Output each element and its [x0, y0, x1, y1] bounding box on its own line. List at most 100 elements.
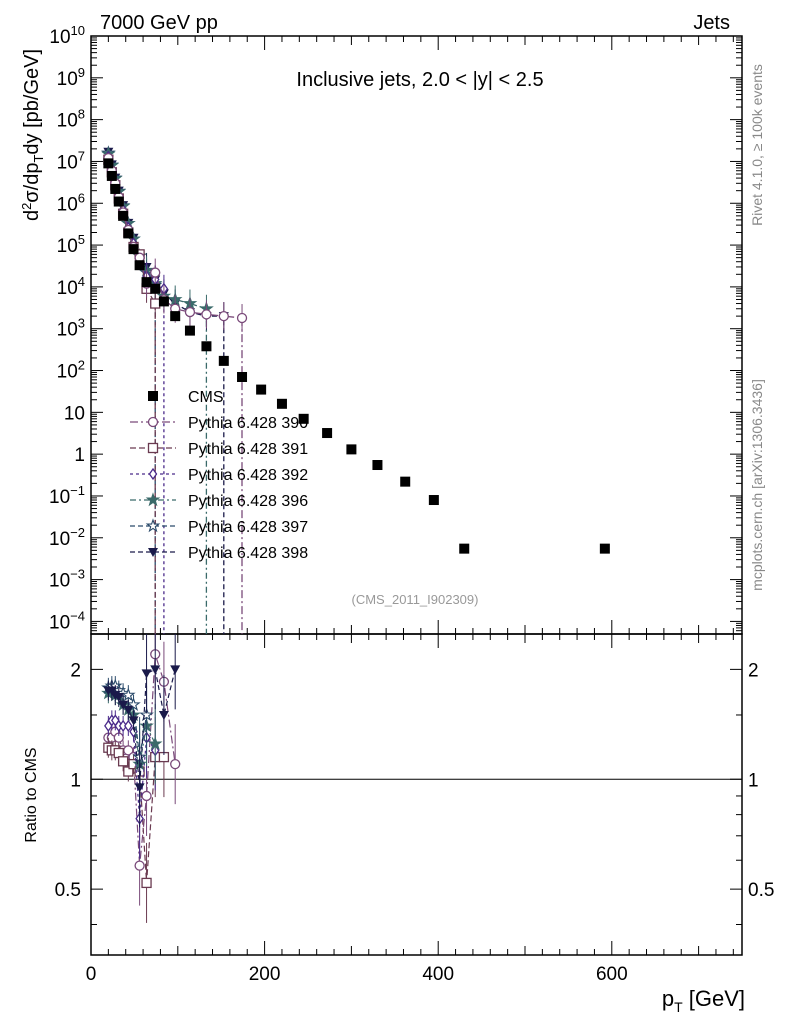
xlabel: pT [GeV]: [662, 986, 745, 1015]
data-point: [134, 260, 145, 271]
data-point: [150, 283, 161, 294]
data-point: [201, 341, 212, 352]
legend-marker: [147, 442, 159, 454]
data-point: [372, 460, 383, 471]
main-ytick-label: 10−4: [49, 608, 85, 633]
data-point: [218, 310, 229, 322]
data-point: [346, 444, 357, 455]
ratio-frame: [90, 633, 743, 956]
main-ytick-label: 10−1: [49, 483, 85, 508]
data-point: [113, 196, 124, 207]
main-ytick-label: 105: [57, 232, 85, 257]
legend-marker: [148, 391, 158, 401]
xtick-label: 400: [422, 964, 454, 985]
xtick-label: 600: [596, 964, 628, 985]
ratio-point: [150, 665, 161, 675]
data-point: [400, 476, 411, 487]
data-point: [184, 325, 195, 336]
data-point: [141, 277, 152, 288]
ratio-point: [170, 665, 181, 675]
ratio-ylabel: Ratio to CMS: [23, 747, 40, 842]
legend-item-pythia-6-428-397: Pythia 6.428 397: [130, 518, 308, 536]
chart-axes: 101010910810710610510410310210110−110−21…: [49, 23, 774, 985]
data-point: [103, 158, 114, 169]
legend-marker: [148, 548, 158, 557]
main-ytick-label: 1: [74, 445, 85, 466]
main-ytick-label: 10: [64, 403, 85, 424]
series-pythia-6-428-392: [104, 150, 169, 634]
xtick-label: 0: [86, 964, 97, 985]
data-point: [237, 371, 248, 382]
data-point: [256, 384, 267, 395]
legend-item-pythia-6-428-396: Pythia 6.428 396: [130, 492, 308, 510]
data-point: [599, 543, 610, 554]
legend-label: Pythia 6.428 398: [188, 545, 308, 562]
legend-marker: [145, 492, 161, 507]
main-ytick-label: 104: [57, 274, 85, 299]
legend-marker: [147, 416, 159, 428]
rivet-label: Rivet 4.1.0, ≥ 100k events: [749, 64, 765, 226]
legend-marker: [145, 518, 161, 533]
ratio-point: [128, 716, 139, 726]
data-point: [150, 298, 161, 309]
ratio-point: [117, 756, 129, 767]
data-point: [110, 183, 121, 194]
ratio-point: [139, 707, 154, 722]
ratio-point: [123, 766, 134, 777]
ratio-point: [158, 710, 169, 720]
data-point: [123, 228, 134, 239]
series-cms: [103, 158, 610, 554]
main-ytick-label: 10−3: [49, 567, 85, 592]
legend-marker: [148, 467, 158, 481]
ratio-ytick-label: 1: [70, 770, 81, 791]
ratio-line: [108, 689, 156, 765]
ratio-ytick-label-right: 1: [748, 770, 759, 791]
ratio-point: [170, 758, 181, 770]
main-ytick-label: 107: [57, 148, 85, 173]
legend-label: Pythia 6.428 392: [188, 467, 308, 484]
plot-title: Inclusive jets, 2.0 < |y| < 2.5: [296, 69, 543, 91]
ratio-point: [147, 736, 163, 751]
ratio-ytick-label: 2: [70, 660, 81, 681]
main-ytick-label: 1010: [49, 23, 85, 48]
data-point: [276, 398, 287, 409]
header-right: Jets: [693, 12, 730, 34]
ratio-point: [141, 790, 152, 802]
ratio-point: [123, 705, 134, 715]
ratio-point: [141, 877, 152, 889]
data-point: [218, 355, 229, 366]
main-ytick-label: 109: [57, 65, 85, 90]
legend-item-pythia-6-428-390: Pythia 6.428 390: [130, 415, 308, 432]
ratio-point: [141, 669, 152, 679]
main-ytick-label: 102: [57, 358, 85, 383]
ratio-point: [118, 700, 129, 710]
ratio-ytick-label: 0.5: [55, 880, 81, 901]
legend-item-pythia-6-428-392: Pythia 6.428 392: [130, 467, 308, 484]
legend: CMS Pythia 6.428 390 Pythia 6.428 391 Pythi…: [130, 389, 308, 562]
data-point: [428, 495, 439, 506]
data-point: [184, 306, 196, 318]
legend-label: Pythia 6.428 396: [188, 493, 308, 510]
ratio-series-layer: [101, 634, 181, 923]
main-ylabel: d2σ/dpTdy [pb/GeV]: [19, 49, 46, 221]
ratio-point: [134, 783, 145, 793]
data-point: [106, 170, 117, 181]
main-ytick-label: 103: [57, 316, 85, 341]
ratio-point: [124, 719, 133, 733]
ratio-point: [126, 696, 141, 711]
watermark: (CMS_2011_I902309): [352, 592, 479, 607]
legend-label: Pythia 6.428 390: [188, 415, 308, 432]
data-point: [459, 543, 470, 554]
ratio-series-pythia-6-428-398: [103, 634, 181, 828]
legend-item-cms: CMS: [148, 389, 224, 406]
ratio-point: [134, 860, 145, 871]
ratio-point: [106, 686, 117, 696]
main-ytick-label: 10−2: [49, 525, 85, 550]
ratio-point: [121, 687, 136, 702]
data-point: [236, 312, 248, 324]
data-point: [298, 413, 309, 424]
main-ytick-label: 108: [57, 107, 85, 132]
data-point: [158, 296, 169, 307]
ratio-point: [113, 693, 124, 703]
data-point: [322, 428, 333, 439]
